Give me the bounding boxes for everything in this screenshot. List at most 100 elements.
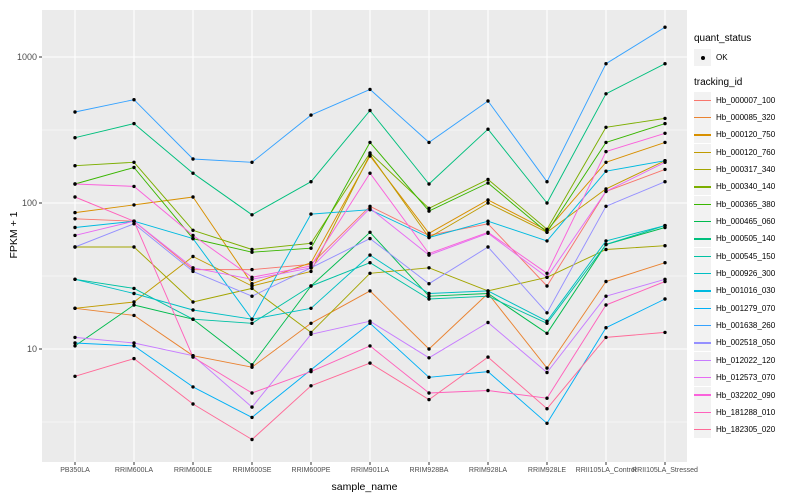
data-point (368, 236, 372, 241)
x-axis-title: sample_name (331, 481, 398, 493)
data-point (250, 317, 254, 321)
legend-key-line (694, 272, 711, 275)
legend-key-box (694, 403, 711, 421)
x-tick-label: RRIM600LA (114, 467, 154, 474)
x-tick-label: PB350LA (60, 467, 90, 474)
legend-item: Hb_001279_070 (694, 299, 775, 317)
plot-panel (42, 10, 687, 462)
legend-key-line (694, 168, 711, 171)
data-point (368, 230, 372, 234)
data-point (309, 180, 313, 184)
legend-item: Hb_002518_050 (694, 334, 776, 352)
data-point (427, 291, 431, 296)
data-point (663, 131, 667, 135)
legend-key-box (694, 230, 711, 248)
legend-item-label: Hb_000505_140 (716, 234, 776, 244)
point-marker-icon (700, 55, 705, 60)
data-point (191, 157, 195, 161)
data-point (73, 182, 77, 186)
data-point (191, 228, 195, 232)
legend-key-line (694, 342, 711, 344)
legend-key-line (694, 255, 711, 257)
data-point (427, 182, 431, 186)
legend-key-line (694, 394, 711, 396)
legend-item: Hb_000007_100 (694, 91, 775, 109)
data-point (73, 341, 77, 345)
data-point (309, 212, 313, 216)
data-point (486, 201, 490, 205)
legend-item-label: Hb_000365_380 (716, 199, 776, 209)
legend-key-box (694, 317, 711, 335)
legend-item-label: OK (716, 53, 728, 63)
data-point (604, 187, 608, 191)
data-point (73, 245, 77, 249)
legend-title-quant-status: quant_status (694, 33, 752, 44)
data-point (545, 319, 549, 323)
data-point (663, 121, 667, 126)
data-point (427, 356, 431, 360)
data-point (191, 317, 195, 321)
legend-key-line (694, 238, 711, 240)
legend-item-quant-ok: OK (694, 49, 728, 67)
data-point (663, 116, 667, 121)
data-point (73, 335, 77, 340)
data-point (73, 136, 77, 140)
data-point (604, 279, 608, 284)
legend-item: Hb_001016_030 (694, 282, 775, 300)
data-point (191, 254, 195, 259)
data-point (368, 171, 372, 175)
data-point (132, 219, 136, 223)
data-point (427, 209, 431, 213)
data-point (663, 180, 667, 184)
data-point (191, 308, 195, 312)
data-point (545, 331, 549, 335)
legend-key-box (694, 421, 711, 439)
data-point (132, 356, 136, 361)
data-point (309, 264, 313, 268)
legend-item-label: Hb_181288_010 (716, 407, 776, 417)
data-point (132, 291, 136, 296)
data-point (368, 319, 372, 323)
x-tick-label: RRIM600SE (232, 467, 272, 474)
data-point (604, 125, 608, 129)
data-point (368, 206, 372, 210)
data-point (604, 189, 608, 194)
data-point (132, 203, 136, 207)
y-tick-label: 1000 (16, 52, 37, 62)
data-point (486, 388, 490, 393)
legend-item-label: Hb_000926_300 (716, 269, 776, 279)
legend-key-box (694, 49, 711, 67)
data-point (545, 407, 549, 411)
data-point (191, 300, 195, 304)
data-point (663, 25, 667, 29)
data-point (309, 241, 313, 245)
data-point (486, 181, 490, 185)
y-tick-label: 10 (26, 344, 37, 354)
data-point (545, 370, 549, 375)
data-point (73, 195, 77, 199)
legend-key-box (694, 195, 711, 213)
legend-item: Hb_001638_260 (694, 317, 775, 335)
data-point (663, 297, 667, 301)
data-point (604, 239, 608, 243)
data-point (427, 206, 431, 210)
data-point (132, 160, 136, 164)
data-point (191, 266, 195, 270)
data-point (250, 275, 254, 279)
legend-item: Hb_000317_340 (694, 161, 775, 179)
legend-item-label: Hb_002518_050 (716, 338, 776, 348)
data-point (73, 306, 77, 310)
data-point (486, 219, 490, 223)
data-point (73, 344, 77, 348)
data-point (132, 98, 136, 102)
data-point (368, 108, 372, 113)
data-point (250, 363, 254, 367)
legend-key-line (694, 116, 711, 119)
legend-key-box (694, 369, 711, 387)
data-point (132, 222, 136, 226)
data-point (368, 289, 372, 293)
legend-item-label: Hb_000465_060 (716, 217, 776, 227)
legend-key-box (694, 282, 711, 300)
x-tick-label: RRIM928BA (409, 467, 449, 474)
